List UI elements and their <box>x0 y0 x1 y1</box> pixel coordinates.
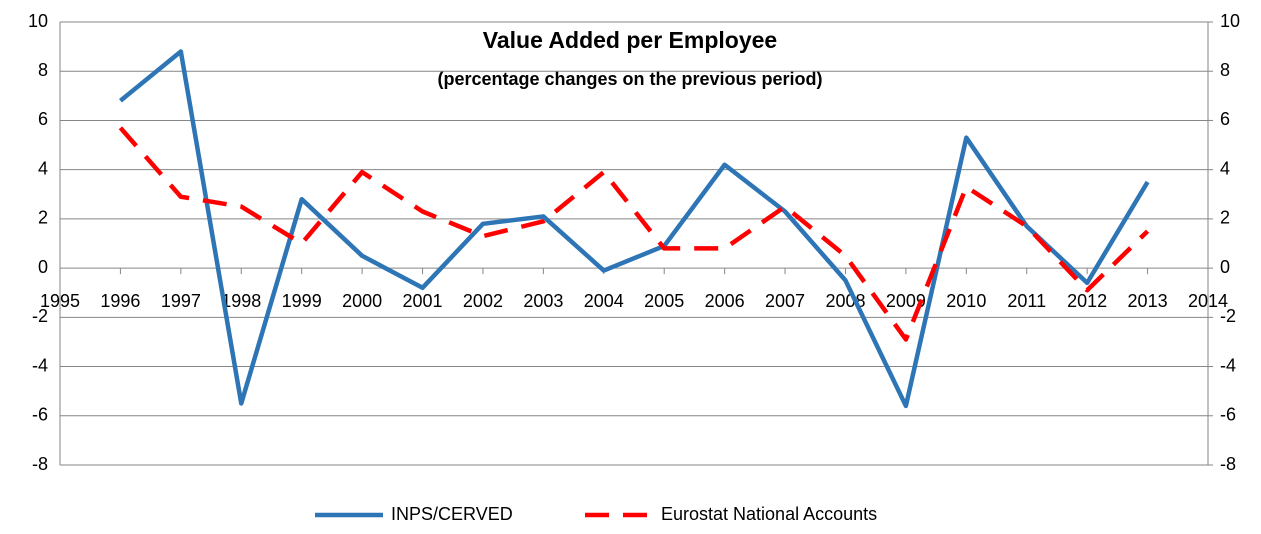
x-tick-label: 1995 <box>40 291 80 311</box>
x-tick-label: 2004 <box>584 291 624 311</box>
y2-tick-label: -6 <box>1220 405 1236 425</box>
chart-subtitle: (percentage changes on the previous peri… <box>437 69 822 89</box>
y-tick-label: -6 <box>32 405 48 425</box>
y2-tick-label: 0 <box>1220 257 1230 277</box>
y-tick-label: 8 <box>38 60 48 80</box>
y2-tick-label: 6 <box>1220 109 1230 129</box>
y-tick-label: 10 <box>28 11 48 31</box>
x-tick-label: 2001 <box>403 291 443 311</box>
x-tick-label: 2006 <box>705 291 745 311</box>
y-tick-label: 6 <box>38 109 48 129</box>
x-tick-label: 2011 <box>1007 291 1046 311</box>
y2-tick-label: -4 <box>1220 355 1236 375</box>
y2-tick-label: -2 <box>1220 306 1236 326</box>
data-line <box>118 126 1150 342</box>
x-tick-label: 2002 <box>463 291 503 311</box>
x-tick-label: 1996 <box>100 291 140 311</box>
y-tick-label: -2 <box>32 306 48 326</box>
legend-label: Eurostat National Accounts <box>661 504 877 524</box>
x-tick-label: 1997 <box>161 291 201 311</box>
x-tick-label: 2003 <box>523 291 563 311</box>
x-tick-label: 1998 <box>221 291 261 311</box>
x-tick-label: 2012 <box>1067 291 1107 311</box>
x-tick-label: 2000 <box>342 291 382 311</box>
y-tick-label: 4 <box>38 158 48 178</box>
legend-label: INPS/CERVED <box>391 504 513 524</box>
y-tick-label: -4 <box>32 355 48 375</box>
y2-tick-label: 2 <box>1220 208 1230 228</box>
chart-title: Value Added per Employee <box>483 27 777 53</box>
x-tick-label: 2009 <box>886 291 926 311</box>
x-tick-label: 2014 <box>1188 291 1228 311</box>
y2-tick-label: 8 <box>1220 60 1230 80</box>
data-line <box>118 49 1150 409</box>
y-tick-label: -8 <box>32 454 48 474</box>
y2-tick-label: -8 <box>1220 454 1236 474</box>
y2-tick-label: 4 <box>1220 158 1230 178</box>
x-tick-label: 2013 <box>1128 291 1168 311</box>
x-tick-label: 1999 <box>282 291 322 311</box>
x-tick-label: 2007 <box>765 291 805 311</box>
y2-tick-label: 10 <box>1220 11 1240 31</box>
y-tick-label: 2 <box>38 208 48 228</box>
y-tick-label: 0 <box>38 257 48 277</box>
x-tick-label: 2010 <box>946 291 986 311</box>
x-tick-label: 2005 <box>644 291 684 311</box>
